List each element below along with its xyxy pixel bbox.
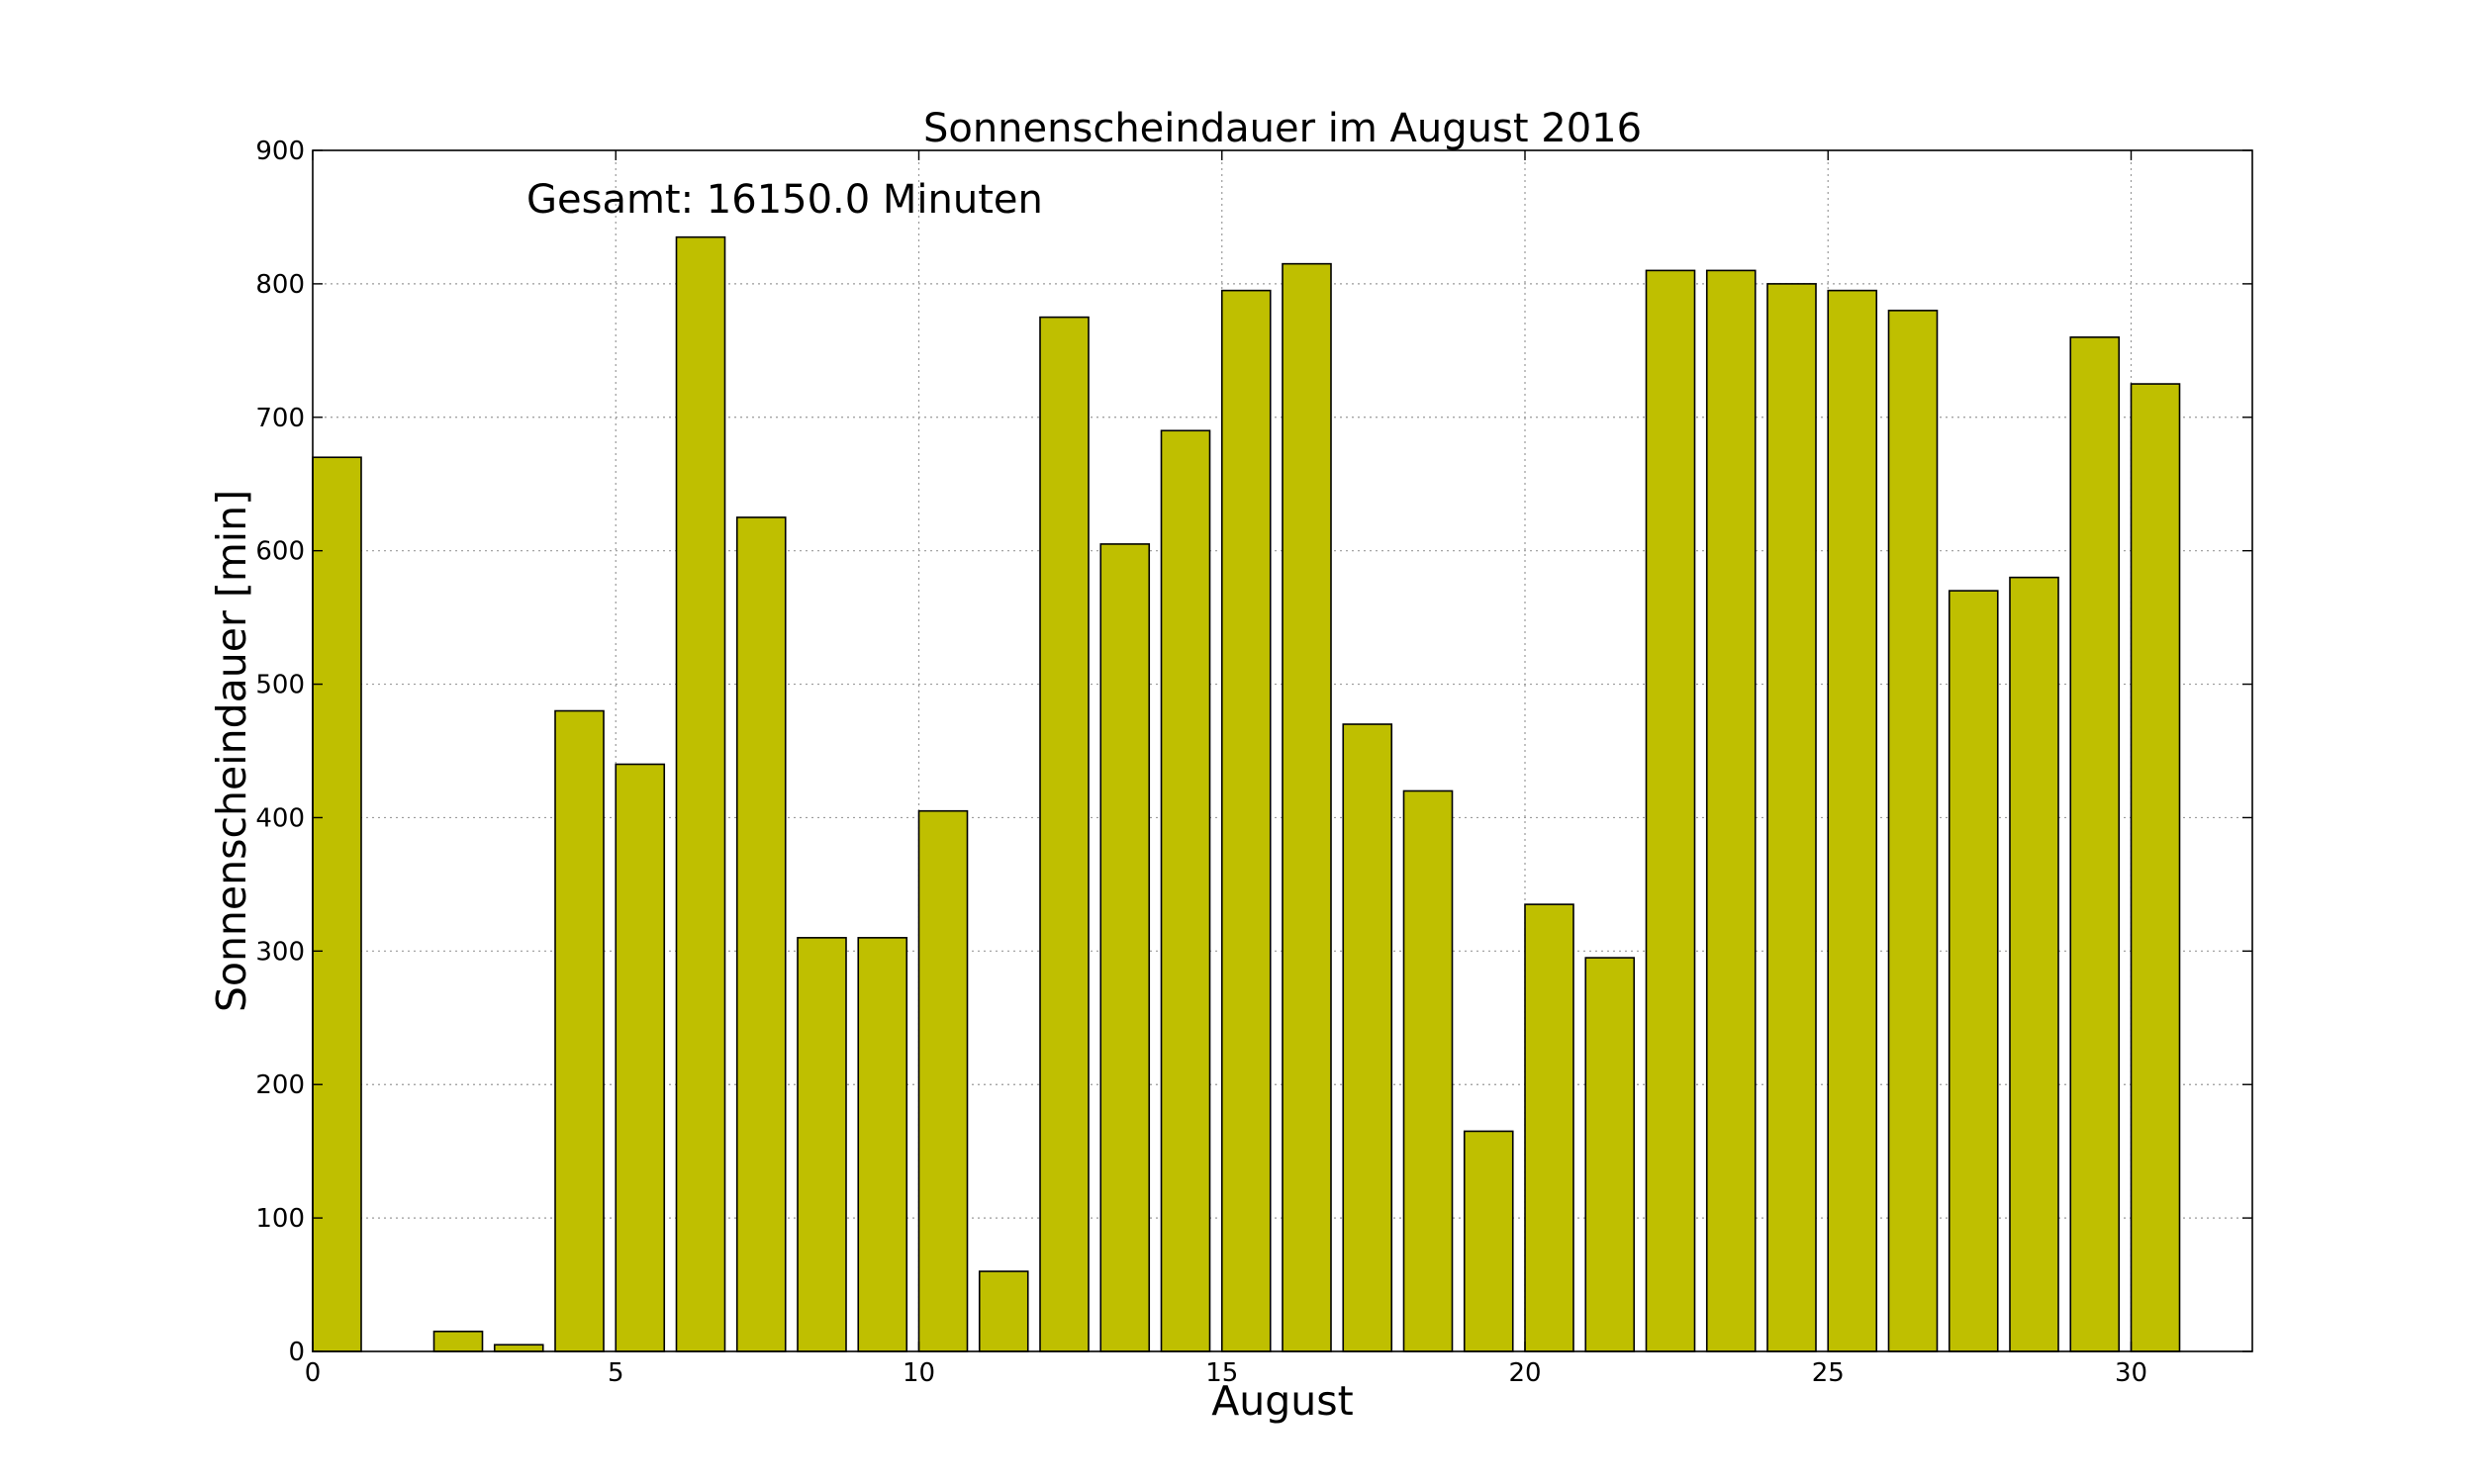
bar bbox=[615, 763, 666, 1352]
bar bbox=[978, 1270, 1029, 1352]
y-tick-label: 900 bbox=[255, 137, 305, 166]
y-tick-label: 300 bbox=[255, 937, 305, 967]
bar bbox=[1705, 269, 1757, 1352]
bar bbox=[917, 809, 969, 1352]
x-tick-label: 25 bbox=[1812, 1358, 1845, 1388]
x-tick-label: 15 bbox=[1205, 1358, 1238, 1388]
y-tick-label: 500 bbox=[255, 671, 305, 700]
x-axis-label: August bbox=[1211, 1377, 1353, 1425]
bar bbox=[1584, 957, 1636, 1352]
bars bbox=[312, 235, 2181, 1352]
bar bbox=[1827, 289, 1878, 1352]
bar bbox=[554, 709, 605, 1352]
plot-frame bbox=[312, 149, 2253, 1352]
total-annotation: Gesamt: 16150.0 Minuten bbox=[526, 177, 1043, 223]
x-tick-label: 10 bbox=[903, 1358, 935, 1388]
y-tick-label: 200 bbox=[255, 1070, 305, 1100]
bar bbox=[857, 937, 908, 1352]
bar bbox=[797, 937, 847, 1352]
x-tick-label: 5 bbox=[608, 1358, 624, 1388]
bar bbox=[735, 516, 787, 1352]
bar bbox=[312, 456, 362, 1352]
x-tick-label: 20 bbox=[1508, 1358, 1541, 1388]
bar bbox=[1948, 590, 1999, 1352]
bar bbox=[1039, 316, 1090, 1352]
bar bbox=[1342, 723, 1393, 1352]
ticks: 0 100 200 300 400 500 600 700 800 900 0 5 10 15 20 25 30 bbox=[255, 137, 2252, 1388]
bar bbox=[1099, 543, 1151, 1352]
y-tick-label: 400 bbox=[255, 803, 305, 833]
bar bbox=[2130, 383, 2181, 1352]
bar bbox=[1645, 269, 1696, 1352]
bar bbox=[675, 235, 726, 1352]
bar bbox=[1524, 903, 1574, 1352]
bar bbox=[1160, 429, 1211, 1352]
y-tick-label: 800 bbox=[255, 270, 305, 300]
y-axis-label: Sonnenscheindauer [min] bbox=[208, 490, 255, 1012]
y-tick-label: 700 bbox=[255, 404, 305, 433]
bar bbox=[1887, 310, 1939, 1352]
chart-title: Sonnenscheindauer im August 2016 bbox=[923, 106, 1642, 151]
bar bbox=[2069, 336, 2121, 1352]
bar bbox=[1402, 789, 1454, 1352]
bar bbox=[493, 1344, 544, 1352]
bar bbox=[1766, 283, 1817, 1352]
x-tick-label: 30 bbox=[2115, 1358, 2147, 1388]
x-tick-label: 0 bbox=[305, 1358, 322, 1388]
y-tick-label: 100 bbox=[255, 1204, 305, 1234]
bar bbox=[1463, 1130, 1514, 1352]
y-tick-label: 0 bbox=[288, 1338, 305, 1367]
bar bbox=[1220, 289, 1272, 1352]
bar bbox=[2009, 576, 2059, 1352]
bar bbox=[432, 1330, 484, 1352]
bar bbox=[1282, 262, 1332, 1352]
y-tick-label: 600 bbox=[255, 537, 305, 567]
